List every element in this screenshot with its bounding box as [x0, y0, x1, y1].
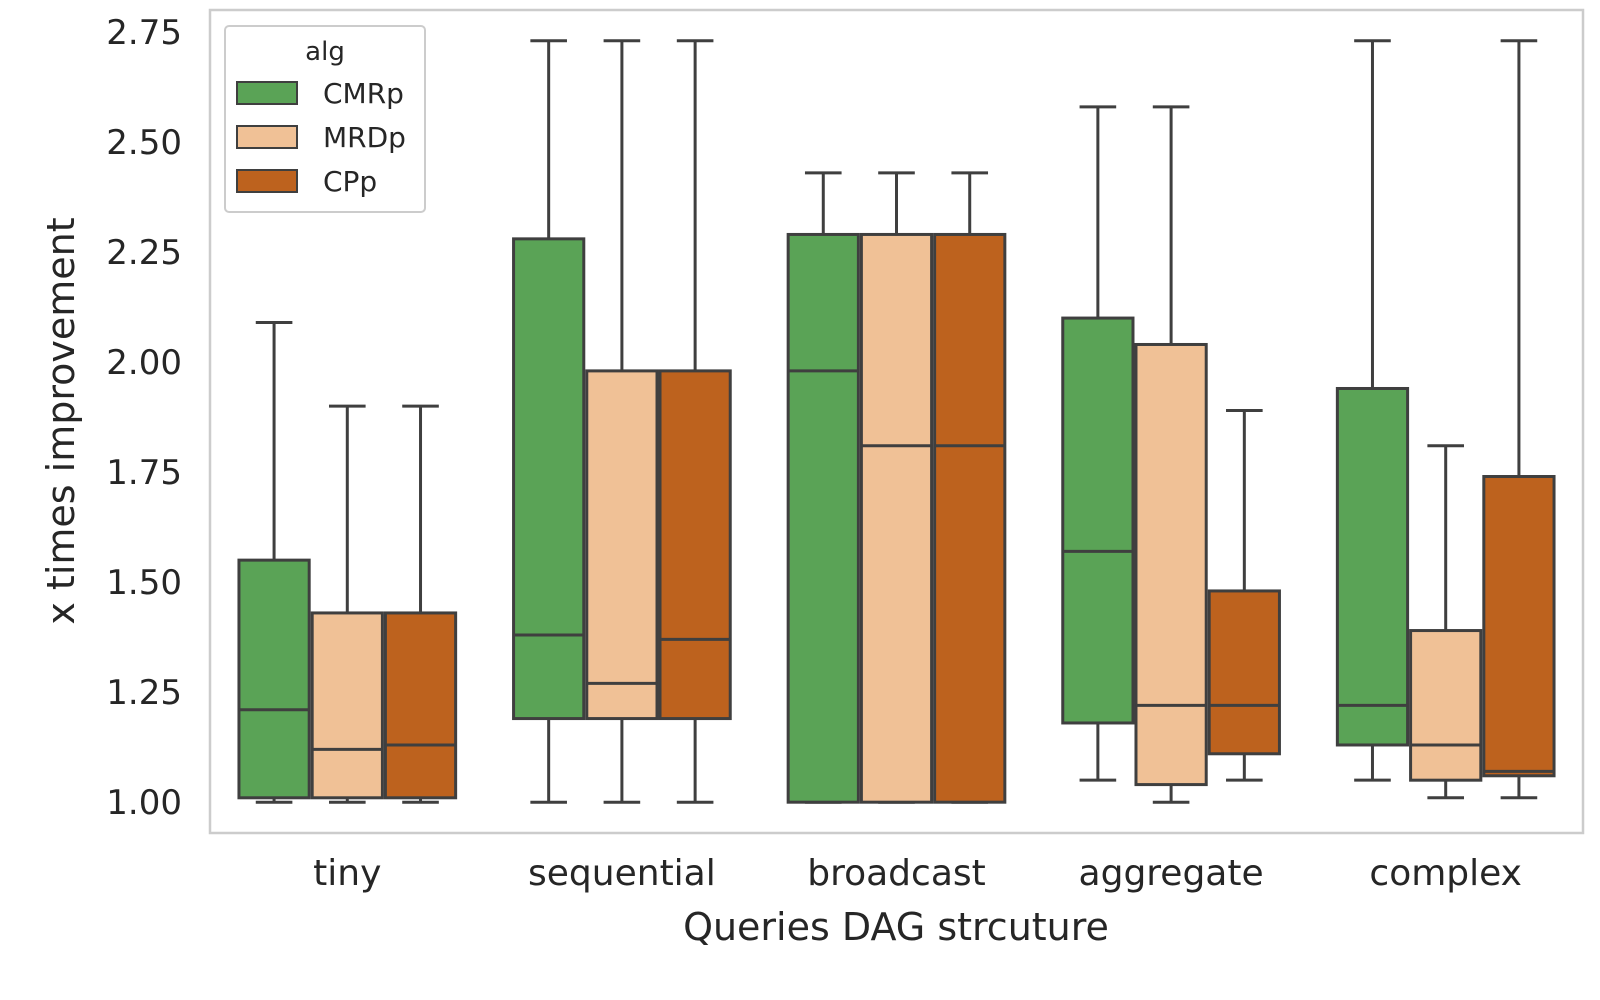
box-iqr — [658, 369, 732, 721]
box-CMRp-sequential — [512, 39, 586, 804]
legend: alg CMRp MRDp CPp — [224, 25, 426, 213]
box-MRDp-broadcast — [859, 171, 934, 804]
y-tick-label: 2.75 — [106, 13, 182, 53]
legend-label: CPp — [323, 165, 377, 198]
legend-swatch — [236, 169, 298, 193]
box-CPp-tiny — [383, 404, 458, 804]
box-CMRp-complex — [1335, 39, 1410, 782]
legend-title: alg — [305, 37, 345, 67]
x-axis-title: Queries DAG strcuture — [683, 905, 1109, 949]
box-MRDp-tiny — [310, 404, 384, 804]
x-tick-label: aggregate — [1079, 853, 1264, 894]
box-CPp-complex — [1482, 39, 1556, 800]
box-CPp-aggregate — [1207, 408, 1281, 782]
box-iqr — [512, 237, 586, 721]
x-tick-label: sequential — [528, 853, 716, 894]
box-iqr — [859, 232, 934, 804]
box-iqr — [1409, 629, 1483, 782]
y-axis-title: x times improvement — [39, 217, 83, 624]
box-iqr — [237, 558, 311, 800]
box-MRDp-sequential — [585, 39, 659, 804]
y-tick-label: 1.75 — [106, 453, 182, 493]
legend-swatch — [236, 81, 298, 105]
box-iqr — [383, 611, 458, 800]
y-tick-label: 2.25 — [106, 233, 182, 273]
y-axis-ticks: 1.00 1.25 1.50 1.75 2.00 2.25 2.50 2.75 — [106, 13, 182, 823]
box-iqr — [1134, 342, 1208, 787]
x-axis-categories: tiny sequential broadcast aggregate complex — [313, 853, 1522, 894]
box-series — [237, 39, 1556, 804]
y-tick-label: 1.50 — [106, 563, 182, 603]
y-tick-label: 2.00 — [106, 343, 182, 383]
box-iqr — [1061, 316, 1135, 725]
x-tick-label: tiny — [313, 853, 381, 894]
legend-label: MRDp — [323, 121, 406, 154]
box-iqr — [585, 369, 659, 721]
y-tick-label: 2.50 — [106, 123, 182, 163]
box-CMRp-broadcast — [786, 171, 860, 804]
box-MRDp-aggregate — [1134, 105, 1208, 804]
box-iqr — [933, 232, 1007, 804]
x-tick-label: complex — [1369, 853, 1522, 894]
box-CMRp-aggregate — [1061, 105, 1135, 782]
legend-label: CMRp — [323, 77, 404, 110]
box-iqr — [1335, 386, 1410, 747]
legend-swatch — [236, 125, 298, 149]
y-tick-label: 1.00 — [106, 783, 182, 823]
box-CPp-broadcast — [933, 171, 1007, 804]
box-MRDp-complex — [1409, 444, 1483, 800]
box-CPp-sequential — [658, 39, 732, 804]
box-iqr — [310, 611, 384, 800]
box-iqr — [1207, 589, 1281, 756]
box-iqr — [1482, 475, 1556, 778]
box-iqr — [786, 232, 860, 804]
legend-frame — [224, 25, 426, 213]
box-CMRp-tiny — [237, 320, 311, 804]
y-tick-label: 1.25 — [106, 673, 182, 713]
x-tick-label: broadcast — [807, 853, 986, 894]
